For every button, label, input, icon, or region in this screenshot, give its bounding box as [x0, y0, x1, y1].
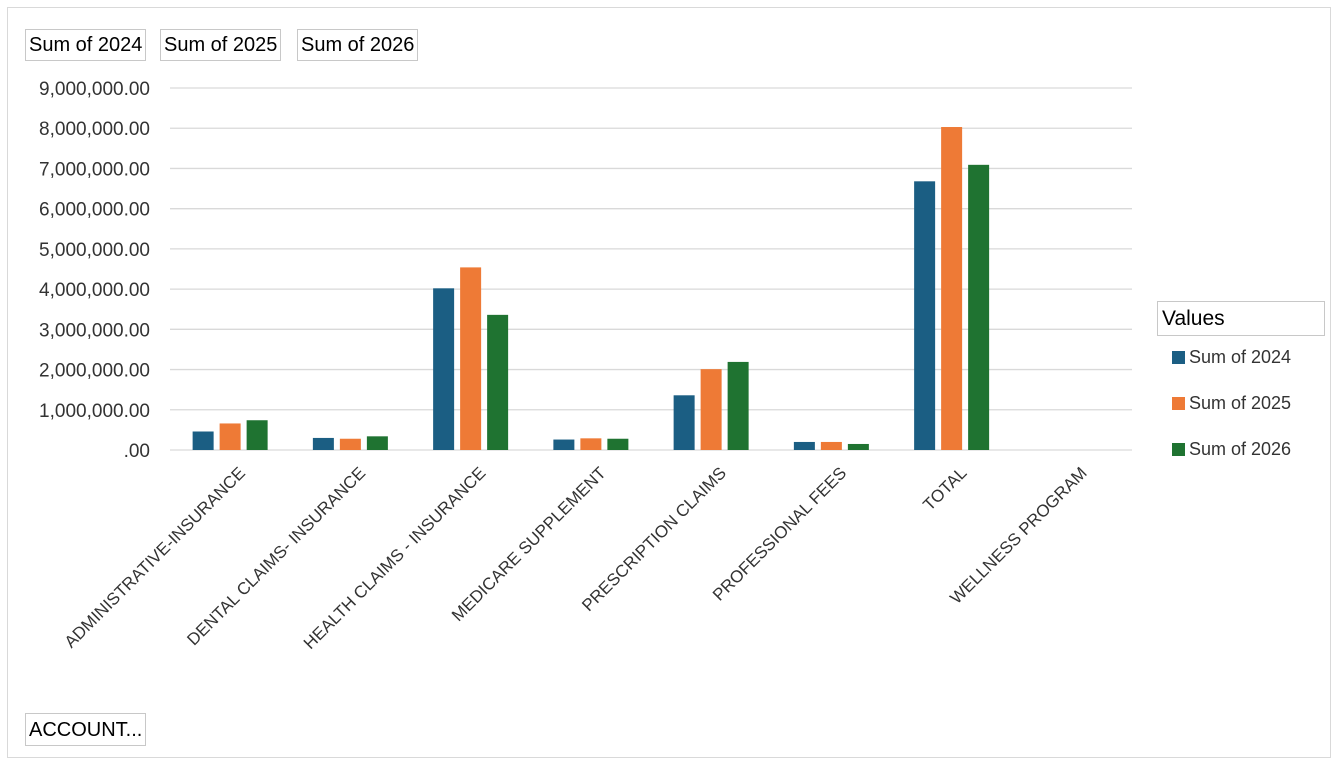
y-tick-label: 8,000,000.00: [39, 119, 150, 140]
legend-label-2025: Sum of 2025: [1189, 392, 1292, 413]
y-tick-label: 3,000,000.00: [39, 320, 150, 341]
y-tick-label: 2,000,000.00: [39, 361, 150, 382]
legend-label-2026: Sum of 2026: [1189, 438, 1292, 459]
bar[interactable]: [941, 127, 963, 450]
y-tick-label: 5,000,000.00: [39, 240, 150, 261]
bar[interactable]: [914, 181, 936, 450]
x-tick-label: PROFESSIONAL FEES: [709, 463, 850, 604]
legend-item-2025[interactable]: Sum of 2025: [1172, 391, 1291, 415]
legend-swatch-2025: [1172, 396, 1185, 410]
y-tick-label: 1,000,000.00: [39, 401, 150, 422]
y-tick-label: 7,000,000.00: [39, 159, 150, 180]
bar[interactable]: [793, 441, 815, 450]
bar[interactable]: [246, 420, 268, 450]
bar[interactable]: [339, 438, 361, 450]
field-button-sum-2024[interactable]: Sum of 2024: [25, 29, 147, 61]
y-tick-label: .00: [124, 441, 150, 462]
chart-area-border: [7, 7, 1331, 758]
bar[interactable]: [487, 314, 509, 450]
bar[interactable]: [727, 361, 749, 450]
legend-label-2024: Sum of 2024: [1189, 346, 1292, 367]
bar[interactable]: [673, 395, 695, 450]
bar[interactable]: [968, 164, 990, 450]
bar[interactable]: [553, 439, 575, 450]
bars: [192, 127, 990, 450]
legend-item-2026[interactable]: Sum of 2026: [1172, 437, 1291, 461]
y-tick-label: 9,000,000.00: [39, 79, 150, 100]
x-tick-label: TOTAL: [919, 463, 970, 514]
bar[interactable]: [312, 437, 334, 450]
bar[interactable]: [847, 443, 869, 450]
legend-title: Values: [1157, 301, 1325, 336]
y-tick-label: 4,000,000.00: [39, 280, 150, 301]
x-tick-label: PRESCRIPTION CLAIMS: [578, 463, 730, 615]
bar[interactable]: [580, 438, 602, 450]
bar[interactable]: [219, 423, 241, 450]
field-button-sum-2026[interactable]: Sum of 2026: [297, 29, 419, 61]
bar[interactable]: [607, 438, 629, 450]
legend-swatch-2024: [1172, 350, 1185, 364]
legend-item-2024[interactable]: Sum of 2024: [1172, 345, 1291, 369]
bar[interactable]: [700, 369, 722, 450]
field-button-sum-2025[interactable]: Sum of 2025: [160, 29, 282, 61]
bar[interactable]: [820, 441, 842, 450]
bar[interactable]: [460, 267, 482, 450]
axis-field-button-account[interactable]: ACCOUNT...: [25, 713, 147, 746]
y-axis-tick-labels: .00 1,000,000.00 2,000,000.00 3,000,000.00 4…: [39, 79, 150, 462]
legend-swatch-2026: [1172, 442, 1185, 456]
x-tick-label: WELLNESS PROGRAM: [946, 463, 1090, 607]
bar[interactable]: [433, 288, 455, 450]
bar[interactable]: [192, 431, 214, 450]
bar[interactable]: [366, 436, 388, 450]
y-tick-label: 6,000,000.00: [39, 200, 150, 221]
